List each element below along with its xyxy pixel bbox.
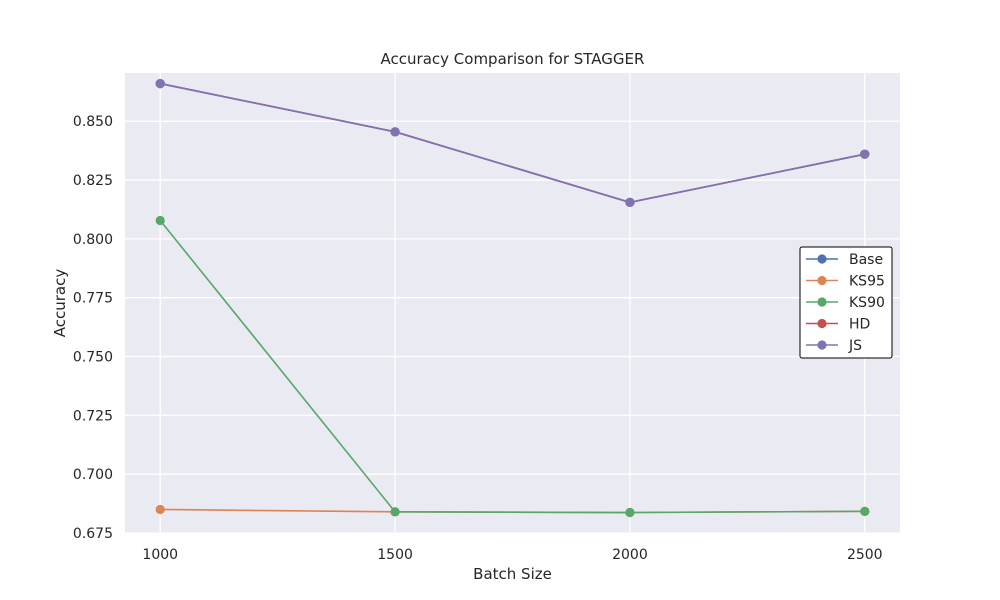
y-tick-label: 0.700 xyxy=(73,467,113,483)
legend-item-ks95: KS95 xyxy=(806,274,885,290)
legend-label: KS95 xyxy=(849,274,885,290)
legend: Base KS95 KS90 HD JS xyxy=(799,246,893,359)
legend-item-hd: HD xyxy=(806,317,870,333)
data-point-js xyxy=(860,149,870,159)
x-tick-label: 1500 xyxy=(377,547,413,563)
data-point-js xyxy=(155,78,165,89)
legend-item-js: JS xyxy=(806,338,862,354)
data-point-ks95 xyxy=(155,504,165,515)
data-point-js xyxy=(625,197,635,208)
data-point-ks90 xyxy=(625,507,635,518)
legend-swatch-marker xyxy=(817,340,827,350)
data-point-ks90 xyxy=(155,215,165,226)
x-tick-label: 2500 xyxy=(847,547,883,563)
series-layer xyxy=(155,78,870,518)
data-point-ks90 xyxy=(860,506,870,516)
legend-item-base: Base xyxy=(806,252,883,268)
x-tick-label: 2000 xyxy=(612,547,648,563)
legend-swatch-marker xyxy=(817,318,827,329)
legend-label: KS90 xyxy=(849,295,885,311)
legend-swatch-marker xyxy=(817,254,827,264)
series-line-ks90 xyxy=(159,220,865,514)
y-tick-label: 0.725 xyxy=(73,408,113,424)
legend-label: Base xyxy=(849,252,883,268)
data-point-ks90 xyxy=(390,507,400,517)
legend-swatch-marker xyxy=(817,297,827,307)
legend-frame xyxy=(799,246,893,359)
x-axis-label: Batch Size xyxy=(473,565,552,583)
tick-labels: 0.675 0.700 0.725 0.750 0.775 0.800 0.825 0.850… xyxy=(73,114,883,563)
legend-swatch-marker xyxy=(817,275,827,286)
legend-label: HD xyxy=(849,317,870,333)
series-ks90 xyxy=(155,215,870,518)
y-tick-label: 0.825 xyxy=(73,173,113,189)
y-tick-label: 0.675 xyxy=(73,526,113,542)
chart-title: Accuracy Comparison for STAGGER xyxy=(381,50,645,68)
x-tick-label: 1000 xyxy=(142,547,178,563)
data-point-js xyxy=(390,127,400,137)
y-axis-label: Accuracy xyxy=(51,269,69,338)
y-tick-label: 0.800 xyxy=(73,232,113,248)
series-js xyxy=(155,78,870,208)
legend-item-ks90: KS90 xyxy=(806,295,885,311)
y-tick-label: 0.850 xyxy=(73,114,113,130)
plot-area xyxy=(125,73,900,533)
y-tick-label: 0.775 xyxy=(73,291,113,307)
series-line-js xyxy=(160,82,865,204)
y-tick-label: 0.750 xyxy=(73,350,113,366)
legend-label: JS xyxy=(848,338,862,354)
